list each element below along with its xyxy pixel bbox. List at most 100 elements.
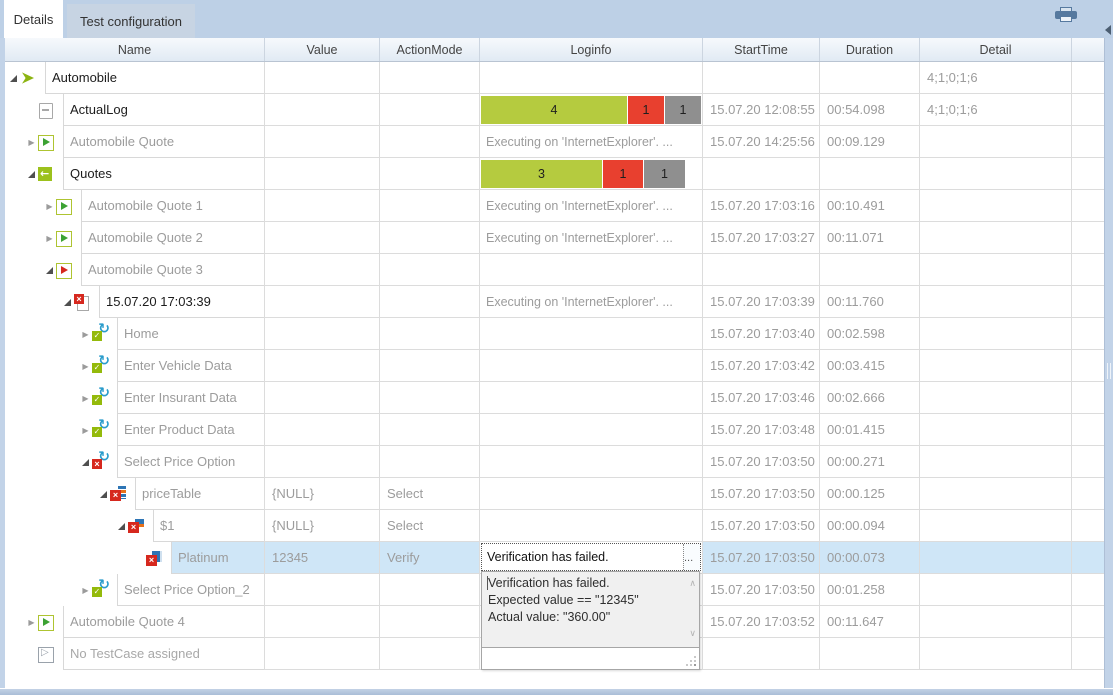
duration-cell: 00:00.073: [820, 542, 920, 574]
name-cell-content: No TestCase assigned: [63, 638, 264, 670]
starttime-cell: 15.07.20 12:08:55: [703, 94, 820, 126]
column-header-duration[interactable]: Duration: [820, 38, 920, 61]
loginfo-detail-text[interactable]: Verification has failed. Expected value …: [481, 571, 700, 648]
value-cell: {NULL}: [265, 510, 380, 542]
testcase-unexecuted-icon: [38, 646, 54, 663]
table-row[interactable]: 15.07.20 17:03:39 Executing on 'InternetE…: [5, 286, 1104, 318]
detail-cell: 4;1;0;1;6: [920, 62, 1072, 94]
scroll-down-icon[interactable]: ∨: [689, 629, 696, 639]
detail-cell: [920, 478, 1072, 510]
detail-cell: [920, 414, 1072, 446]
table-row[interactable]: Automobile Quote Executing on 'InternetEx…: [5, 126, 1104, 158]
expand-node-icon[interactable]: [25, 616, 38, 629]
expand-node-icon[interactable]: [79, 360, 92, 373]
name-cell-content: Automobile Quote 3: [81, 254, 264, 286]
loginfo-cell: [480, 62, 703, 94]
actionmode-cell: [380, 94, 480, 126]
table-row[interactable]: No TestCase assigned: [5, 638, 1104, 670]
resize-grip-icon[interactable]: [694, 664, 696, 666]
loginfo-ellipsis-button[interactable]: ...: [683, 544, 700, 570]
table-row[interactable]: ActualLog 4 1 1 15.07.20 12:08:55 00:54.098 4;…: [5, 94, 1104, 126]
collapse-node-icon[interactable]: [25, 168, 38, 181]
expand-node-icon[interactable]: [25, 136, 38, 149]
expand-node-icon[interactable]: [79, 584, 92, 597]
collapse-node-icon[interactable]: [79, 456, 92, 469]
right-splitter[interactable]: [1104, 38, 1113, 688]
collapse-node-icon[interactable]: [61, 296, 74, 309]
expand-node-icon[interactable]: [79, 328, 92, 341]
expand-node-icon[interactable]: [79, 392, 92, 405]
loginfo-bar-unexecuted: 1: [644, 159, 685, 188]
column-header-actionmode[interactable]: ActionMode: [380, 38, 480, 61]
node-label: Home: [124, 326, 159, 341]
teststep-passed-icon: [92, 417, 110, 438]
expand-node-icon[interactable]: [43, 200, 56, 213]
loginfo-editor[interactable]: Verification has failed....: [481, 543, 701, 571]
node-label: Automobile Quote 2: [88, 230, 203, 245]
left-panel-strip: [0, 38, 5, 688]
column-header-starttime[interactable]: StartTime: [703, 38, 820, 61]
table-row[interactable]: Enter Product Data 15.07.20 17:03:4800:01…: [5, 414, 1104, 446]
scroll-up-icon[interactable]: ∧: [689, 579, 696, 589]
table-row[interactable]: Enter Insurant Data 15.07.20 17:03:4600:0…: [5, 382, 1104, 414]
table-row[interactable]: Automobile 4;1;0;1;6: [5, 62, 1104, 94]
collapse-node-icon[interactable]: [115, 520, 128, 533]
tree-indent: [5, 254, 43, 286]
table-row[interactable]: Automobile Quote 1 Executing on 'Internet…: [5, 190, 1104, 222]
name-cell: Quotes: [5, 158, 265, 190]
detail-cell: [920, 638, 1072, 670]
loginfo-bar-passed: 4: [481, 95, 627, 124]
starttime-cell: 15.07.20 14:25:56: [703, 126, 820, 158]
filler-cell: [1072, 382, 1104, 414]
detail-cell: [920, 158, 1072, 190]
print-button[interactable]: [1055, 7, 1077, 22]
tab-details-label: Details: [13, 11, 54, 27]
collapse-node-icon[interactable]: [7, 72, 20, 85]
table-row[interactable]: Automobile Quote 3: [5, 254, 1104, 286]
starttime-cell: 15.07.20 17:03:16: [703, 190, 820, 222]
value-cell: [265, 222, 380, 254]
tab-test-configuration-label: Test configuration: [80, 13, 182, 29]
collapse-node-icon[interactable]: [43, 264, 56, 277]
node-label: Automobile Quote: [70, 134, 175, 149]
table-row[interactable]: Enter Vehicle Data 15.07.20 17:03:4200:03…: [5, 350, 1104, 382]
table-row[interactable]: priceTable {NULL}Select 15.07.20 17:03:500…: [5, 478, 1104, 510]
tree-indent: [5, 478, 97, 510]
loginfo-cell: [480, 254, 703, 286]
column-header-loginfo[interactable]: Loginfo: [480, 38, 703, 61]
table-row[interactable]: Select Price Option_2 15.07.20 17:03:5000…: [5, 574, 1104, 606]
loginfo-cell: Verification has failed....: [480, 542, 703, 574]
node-label: Automobile Quote 4: [70, 614, 185, 629]
column-header-detail[interactable]: Detail: [920, 38, 1072, 61]
table-row[interactable]: Select Price Option 15.07.20 17:03:5000:0…: [5, 446, 1104, 478]
table-row[interactable]: Automobile Quote 2 Executing on 'Internet…: [5, 222, 1104, 254]
horizontal-scrollbar[interactable]: [0, 688, 1113, 695]
starttime-cell: 15.07.20 17:03:42: [703, 350, 820, 382]
loginfo-cell: [480, 318, 703, 350]
column-header-name[interactable]: Name: [5, 38, 265, 61]
value-cell: [265, 254, 380, 286]
expand-node-icon[interactable]: [79, 424, 92, 437]
name-cell-content: Automobile Quote 2: [81, 222, 264, 254]
collapse-node-icon[interactable]: [97, 488, 110, 501]
value-cell: 12345: [265, 542, 380, 574]
node-label: Platinum: [178, 550, 229, 565]
actionmode-cell: [380, 126, 480, 158]
tab-details[interactable]: Details: [4, 0, 63, 38]
table-row[interactable]: Automobile Quote 4 15.07.20 17:03:5200:11…: [5, 606, 1104, 638]
filler-cell: [1072, 638, 1104, 670]
loginfo-editor-text[interactable]: Verification has failed.: [487, 550, 609, 564]
expand-node-icon[interactable]: [43, 232, 56, 245]
tree-indent: [5, 510, 115, 542]
collapse-panel-icon[interactable]: [1105, 25, 1111, 35]
actionmode-cell: [380, 286, 480, 318]
name-cell: ActualLog: [5, 94, 265, 126]
column-header-value[interactable]: Value: [265, 38, 380, 61]
name-cell: Home: [5, 318, 265, 350]
tab-test-configuration[interactable]: Test configuration: [67, 4, 195, 38]
